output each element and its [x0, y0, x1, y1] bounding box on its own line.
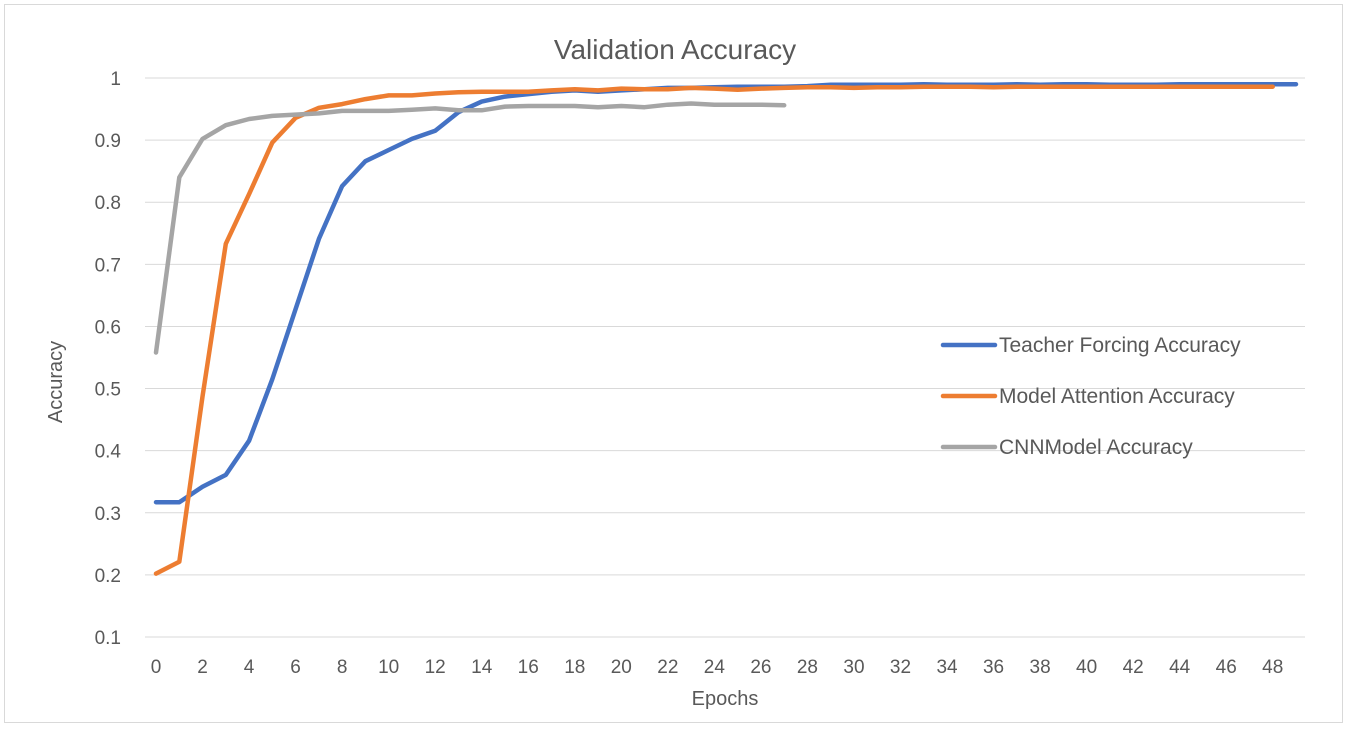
x-tick-label: 8: [337, 657, 348, 678]
y-tick-label: 0.9: [95, 131, 121, 152]
x-tick-label: 6: [290, 657, 301, 678]
y-tick-label: 0.4: [95, 442, 122, 463]
y-axis-label: Accuracy: [45, 341, 67, 423]
series-lines: [153, 81, 1299, 576]
x-tick-label: 10: [378, 657, 399, 678]
x-tick-label: 32: [890, 657, 911, 678]
x-tick-label: 26: [750, 657, 771, 678]
y-tick-label: 0.3: [95, 504, 121, 525]
y-tick-label: 0.7: [95, 255, 121, 276]
x-axis-label: Epochs: [692, 688, 759, 710]
x-tick-label: 34: [936, 657, 958, 678]
x-tick-label: 42: [1123, 657, 1144, 678]
x-tick-label: 22: [657, 657, 678, 678]
legend-label: Model Attention Accuracy: [999, 385, 1235, 408]
x-tick-label: 48: [1262, 657, 1283, 678]
gridlines: [145, 77, 1305, 638]
x-tick-label: 38: [1030, 657, 1051, 678]
x-tick-label: 0: [151, 657, 162, 678]
x-tick-label: 14: [471, 657, 493, 678]
x-tick-label: 12: [425, 657, 446, 678]
y-tick-label: 0.8: [95, 193, 121, 214]
x-tick-label: 16: [518, 657, 539, 678]
chart-title: Validation Accuracy: [554, 34, 796, 65]
x-tick-label: 28: [797, 657, 818, 678]
y-tick-label: 0.2: [95, 566, 121, 587]
legend: Teacher Forcing Accuracy Model Attention …: [940, 334, 1241, 459]
x-tick-label: 24: [704, 657, 726, 678]
y-tick-label: 0.1: [95, 628, 121, 649]
x-tick-label: 36: [983, 657, 1004, 678]
x-tick-label: 40: [1076, 657, 1097, 678]
y-tick-label: 1: [110, 69, 121, 90]
y-tick-label: 0.5: [95, 380, 121, 401]
series-line-1: [153, 84, 1275, 576]
x-tick-label: 30: [843, 657, 864, 678]
x-tick-label: 44: [1169, 657, 1191, 678]
series-line-2: [153, 101, 787, 355]
legend-label: CNNModel Accuracy: [999, 436, 1193, 459]
x-axis-ticks: 0 2 4 6 8 10 12 14 16 18 20 22 24 26 28 30 32 34 36 38 40 42 4…: [151, 657, 1284, 678]
x-tick-label: 18: [564, 657, 585, 678]
y-axis-ticks: 0.1 0.2 0.3 0.4 0.5 0.6 0.7 0.8 0.9 1: [95, 69, 122, 649]
x-tick-label: 20: [611, 657, 632, 678]
x-tick-label: 46: [1216, 657, 1237, 678]
y-tick-label: 0.6: [95, 317, 121, 338]
legend-label: Teacher Forcing Accuracy: [999, 334, 1241, 357]
x-tick-label: 4: [244, 657, 255, 678]
x-tick-label: 2: [197, 657, 208, 678]
